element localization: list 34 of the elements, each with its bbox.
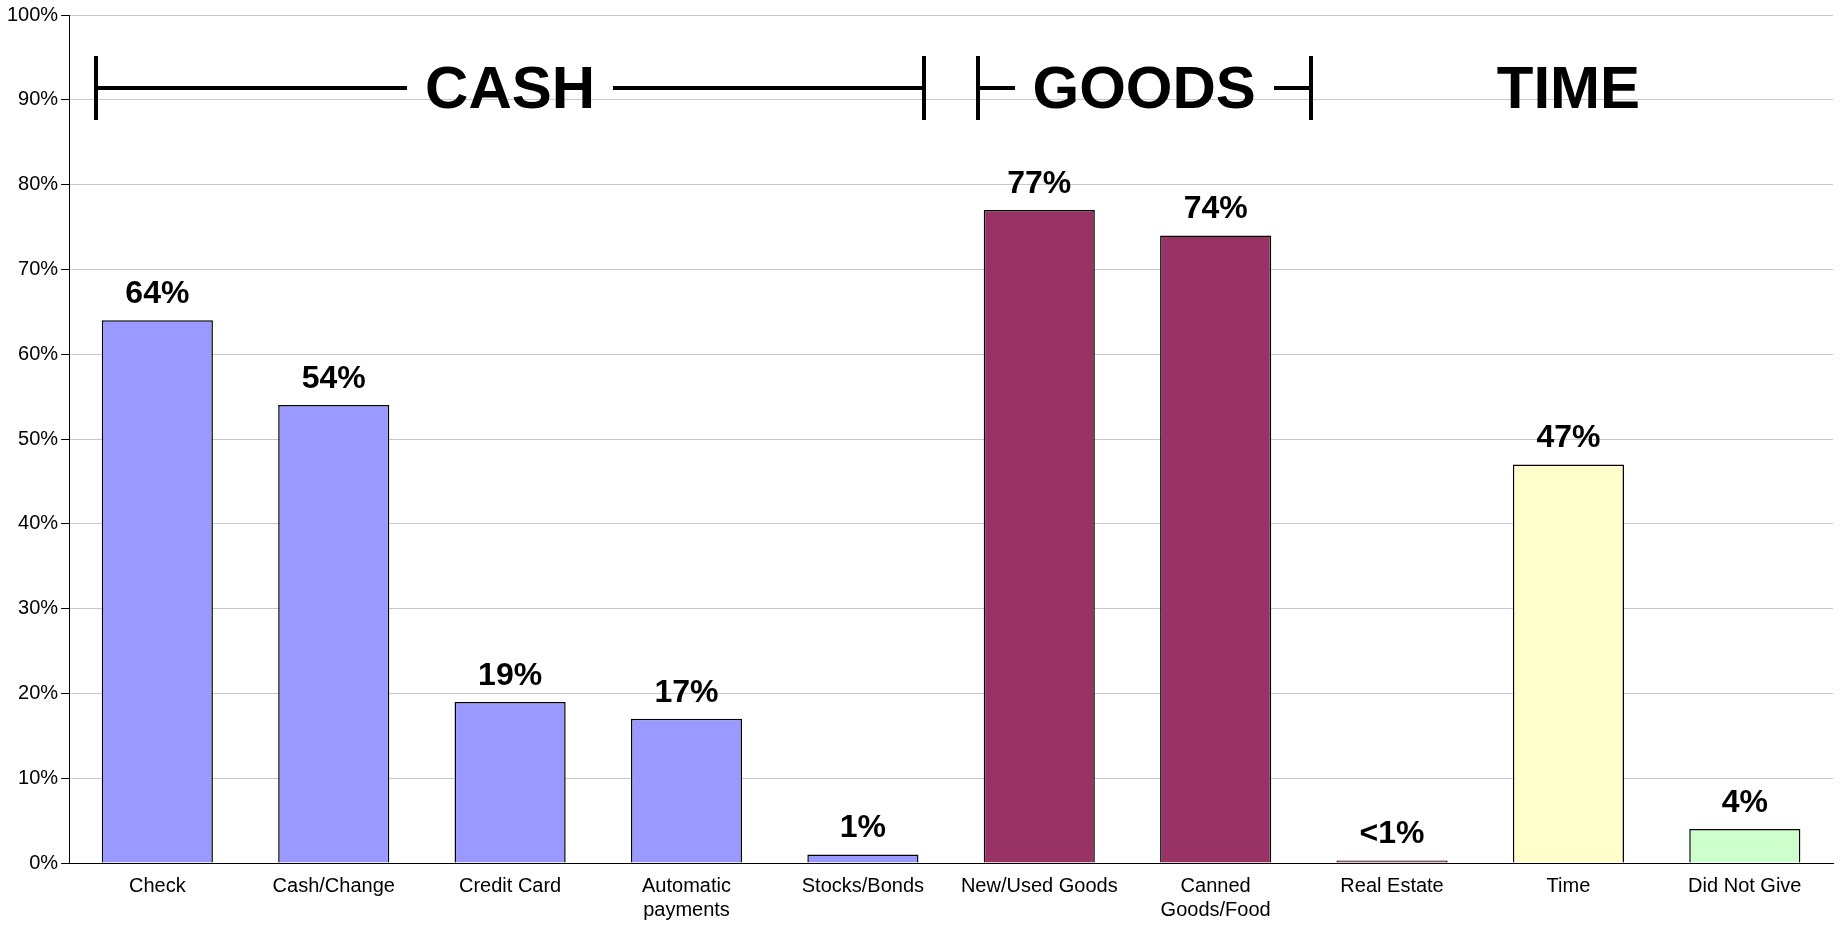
x-tick-label: Automatic payments (642, 873, 731, 920)
data-label: 64% (125, 274, 190, 311)
data-label: 17% (654, 672, 719, 709)
y-tick-label: 70% (18, 256, 59, 279)
data-label: 47% (1536, 418, 1601, 455)
y-tick-label: 20% (18, 680, 59, 703)
y-tick-label: 100% (7, 2, 59, 25)
y-tick-label: 80% (18, 172, 59, 195)
y-tick-label: 50% (18, 426, 59, 449)
x-tick-label: Cash/Change (272, 873, 395, 896)
x-tick-label: Canned Goods/Food (1160, 873, 1271, 920)
x-tick-label: Did Not Give (1688, 873, 1802, 896)
y-tick-label: 40% (18, 511, 59, 534)
data-label: 19% (478, 655, 543, 692)
x-tick-label: Real Estate (1340, 873, 1444, 896)
data-label: 4% (1721, 782, 1768, 819)
data-label: <1% (1359, 814, 1425, 851)
data-label: 54% (301, 358, 366, 395)
annotation: GOODS (1031, 54, 1257, 121)
data-label: 1% (839, 808, 887, 845)
x-tick-label: Stocks/Bonds (801, 873, 925, 896)
data-label: 74% (1183, 189, 1248, 226)
y-tick-label: 10% (18, 765, 59, 788)
x-tick-label: New/Used Goods (960, 873, 1118, 896)
x-tick-label: Time (1546, 873, 1591, 896)
x-tick-label: Check (128, 873, 187, 896)
annotation: CASH (424, 54, 597, 121)
y-tick-label: 90% (18, 87, 59, 110)
x-tick-label: Credit Card (458, 873, 562, 896)
y-tick-label: 0% (29, 850, 59, 873)
y-tick-label: 30% (18, 596, 59, 619)
data-label: 77% (1007, 163, 1072, 200)
annotation: TIME (1495, 54, 1642, 121)
y-tick-label: 60% (18, 341, 59, 364)
